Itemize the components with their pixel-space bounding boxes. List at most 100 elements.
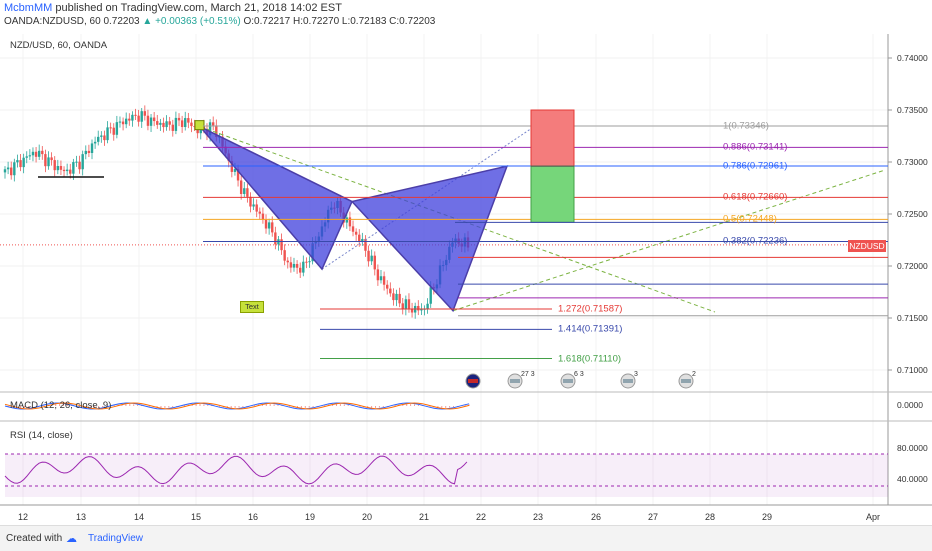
fib-extension-label: 1.618(0.71110) bbox=[558, 353, 622, 365]
candle-body bbox=[208, 122, 212, 136]
event-count: 27 3 bbox=[521, 371, 535, 378]
candle-body bbox=[34, 151, 38, 157]
event-flag-stripe bbox=[623, 379, 633, 383]
event-count: 3 bbox=[634, 371, 638, 378]
candle-body bbox=[84, 150, 87, 155]
rsi-axis-label: 40.0000 bbox=[897, 474, 928, 484]
candle-body bbox=[392, 293, 395, 301]
up-triangle-icon: ▲ bbox=[142, 16, 153, 27]
candle-body bbox=[289, 262, 293, 268]
last-price: 0.72203 bbox=[103, 16, 140, 27]
candle-body bbox=[78, 161, 81, 170]
candle-body bbox=[354, 231, 358, 235]
candle-body bbox=[426, 303, 429, 309]
candle-body bbox=[124, 118, 128, 125]
candle-body bbox=[50, 157, 53, 161]
y-tick-label: 0.71500 bbox=[897, 313, 928, 323]
event-count: 6 3 bbox=[574, 371, 584, 378]
candle-body bbox=[302, 261, 305, 273]
candle-body bbox=[109, 127, 112, 129]
candle-body bbox=[398, 293, 401, 304]
trend-line-up bbox=[452, 169, 886, 312]
candle-body bbox=[373, 255, 376, 270]
candle-body bbox=[283, 250, 286, 261]
candle-body bbox=[75, 161, 78, 163]
stop-loss-zone bbox=[530, 109, 575, 167]
candle-body bbox=[31, 151, 35, 156]
candle-body bbox=[258, 211, 262, 214]
candle-body bbox=[6, 167, 10, 170]
x-tick-label: 20 bbox=[361, 512, 373, 522]
macd-axis-label: 0.0000 bbox=[897, 400, 923, 410]
candle-body bbox=[236, 169, 240, 181]
candle-body bbox=[249, 196, 252, 207]
candle-body bbox=[143, 111, 147, 116]
fib-level-label: 0.786(0.72961) bbox=[723, 160, 788, 172]
candle-body bbox=[28, 155, 32, 157]
drawings[interactable] bbox=[0, 109, 888, 389]
candle-body bbox=[261, 213, 265, 220]
candle-body bbox=[370, 255, 373, 262]
candle-body bbox=[264, 219, 268, 229]
candle-body bbox=[274, 232, 277, 245]
candle-body bbox=[252, 204, 255, 207]
publish-line: McbmMM published on TradingView.com, Mar… bbox=[4, 2, 342, 14]
x-tick-label: 26 bbox=[590, 512, 602, 522]
pattern-triangle-xab bbox=[199, 125, 353, 271]
flag-us-icon bbox=[507, 373, 523, 389]
macd-series bbox=[4, 402, 470, 410]
x-tick-label: 13 bbox=[75, 512, 87, 522]
candle-body bbox=[41, 150, 44, 155]
pattern-triangle-bcd bbox=[350, 165, 509, 313]
x-tick-label: 27 bbox=[647, 512, 659, 522]
x-tick-label: 15 bbox=[190, 512, 202, 522]
event-flag-stripe bbox=[468, 379, 478, 383]
candle-body bbox=[10, 167, 13, 176]
chart-header: McbmMM published on TradingView.com, Mar… bbox=[0, 0, 932, 32]
rsi-band bbox=[5, 454, 888, 497]
change-text: +0.00363 (+0.51%) bbox=[155, 16, 241, 27]
candle-body bbox=[149, 117, 153, 126]
y-tick-label: 0.74000 bbox=[897, 53, 928, 63]
candle-body bbox=[376, 269, 380, 281]
candle-body bbox=[93, 141, 97, 144]
candle-body bbox=[87, 150, 91, 153]
candle-body bbox=[25, 156, 28, 158]
candle-body bbox=[103, 135, 106, 141]
pane-title: NZD/USD, 60, OANDA bbox=[10, 40, 108, 51]
candle-body bbox=[3, 169, 7, 173]
candle-body bbox=[351, 226, 355, 232]
candle-body bbox=[348, 217, 352, 227]
flag-us-icon bbox=[678, 373, 694, 389]
tradingview-logo-icon: ☁ bbox=[66, 533, 77, 545]
candle-body bbox=[69, 169, 72, 174]
candle-body bbox=[162, 122, 165, 128]
quote-line: OANDA:NZDUSD, 60 0.72203 ▲ +0.00363 (+0.… bbox=[4, 16, 435, 27]
event-flag-stripe bbox=[681, 379, 691, 383]
author-link[interactable]: McbmMM bbox=[4, 2, 53, 14]
candle-body bbox=[165, 121, 168, 128]
y-tick-label: 0.73500 bbox=[897, 105, 928, 115]
x-tick-label: 14 bbox=[133, 512, 145, 522]
candle-body bbox=[305, 261, 308, 263]
candle-body bbox=[243, 188, 246, 194]
candle-body bbox=[361, 238, 364, 242]
candle-body bbox=[90, 143, 94, 153]
text-annotation[interactable]: Text bbox=[240, 301, 264, 313]
candle-body bbox=[134, 114, 137, 116]
candle-body bbox=[215, 125, 218, 137]
rsi-label: RSI (14, close) bbox=[10, 430, 73, 441]
tradingview-link[interactable]: TradingView bbox=[88, 533, 144, 544]
candle-body bbox=[345, 217, 349, 223]
candle-body bbox=[239, 180, 243, 194]
pane-borders bbox=[0, 34, 932, 506]
candle-body bbox=[62, 169, 66, 172]
candle-body bbox=[168, 121, 171, 125]
candle-body bbox=[395, 293, 398, 301]
candle-body bbox=[131, 114, 134, 121]
candle-body bbox=[308, 261, 311, 263]
candle-body bbox=[246, 188, 249, 197]
candle-body bbox=[255, 204, 258, 212]
macd-label: MACD (12, 26, close, 9) bbox=[10, 400, 112, 411]
